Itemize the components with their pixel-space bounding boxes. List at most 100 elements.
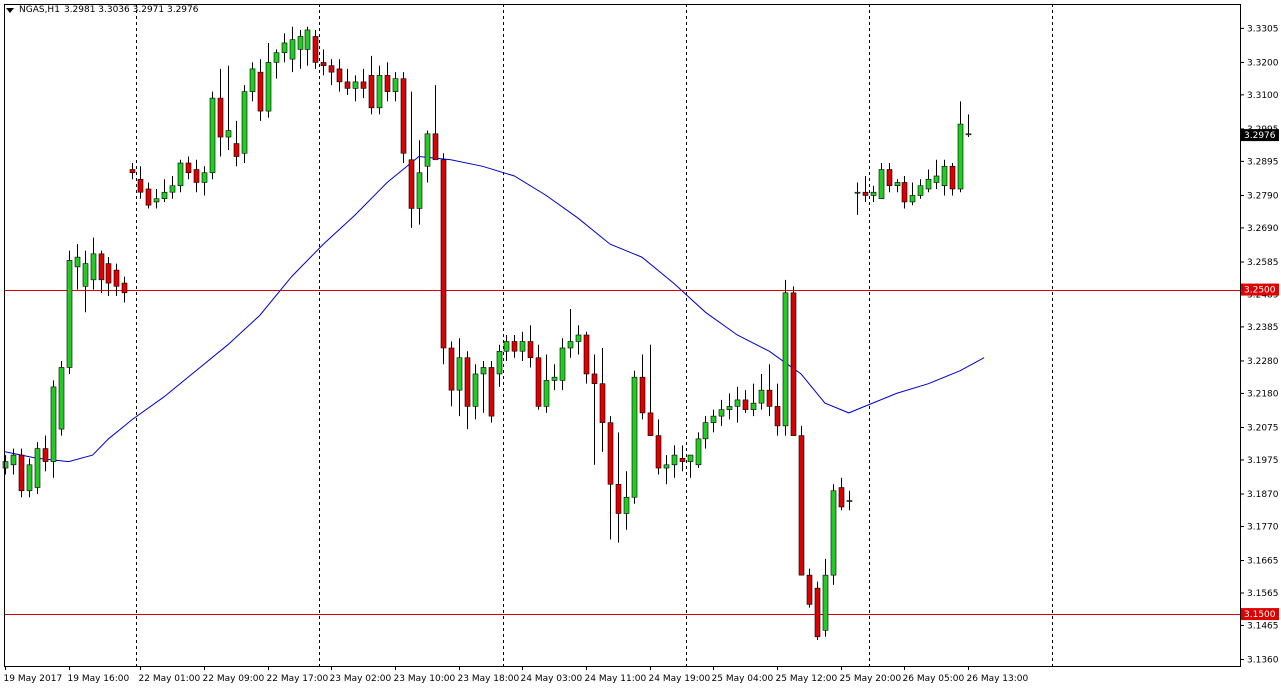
candle (543, 354, 550, 413)
candle (281, 33, 288, 63)
bull-candle-body (456, 357, 463, 391)
bear-candle-body (814, 587, 821, 638)
candle (472, 364, 479, 420)
candle (909, 182, 916, 206)
bull-candle-body (695, 438, 702, 466)
candle (82, 250, 89, 313)
candle (185, 156, 192, 180)
bear-candle-body (233, 143, 240, 157)
level-price-tag: 3.2500 (1241, 283, 1279, 296)
candlestick-series (2, 26, 972, 641)
y-tick-label: 3.1465 (1247, 621, 1279, 631)
moving-average-line (4, 155, 985, 463)
bull-candle-body (249, 68, 256, 92)
candle (201, 166, 208, 196)
x-tick-label: 25 May 12:00 (776, 674, 838, 684)
bull-candle-body (225, 130, 232, 138)
bear-candle-body (320, 62, 327, 66)
bear-candle-body (886, 169, 893, 187)
candle (209, 91, 216, 180)
bull-candle-body (376, 75, 383, 109)
candle (66, 250, 73, 374)
y-tick-label: 3.2280 (1247, 357, 1279, 367)
bear-candle-body (217, 97, 224, 138)
candle (297, 29, 304, 69)
y-tick-label: 3.1975 (1247, 456, 1279, 466)
candle (679, 445, 686, 472)
bear-candle-body (607, 422, 614, 485)
candle (42, 435, 49, 472)
moving-average-layer (4, 155, 985, 463)
candle (217, 68, 224, 157)
candle (631, 370, 638, 504)
bull-candle-body (925, 178, 932, 190)
candle (742, 390, 749, 413)
bull-candle-body (894, 182, 901, 187)
bull-candle-body (424, 133, 431, 167)
bull-candle-body (58, 367, 65, 430)
level-price-tag: 3.1500 (1241, 608, 1279, 621)
candle (591, 354, 598, 465)
candle (806, 568, 813, 608)
bull-candle-body (687, 454, 694, 462)
candle (257, 59, 264, 121)
current-price-tag-label: 3.2976 (1244, 131, 1276, 141)
candle (782, 279, 789, 436)
bear-candle-body (42, 448, 49, 462)
bull-candle-body (161, 191, 168, 200)
bull-candle-body (265, 62, 272, 112)
candle (758, 373, 765, 410)
candle (575, 325, 582, 355)
bear-candle-body (368, 75, 375, 109)
bear-candle-body (145, 188, 152, 206)
bull-candle-body (878, 169, 885, 200)
candle (862, 175, 869, 202)
bull-candle-body (304, 29, 311, 50)
candle (599, 347, 606, 452)
candle (647, 344, 654, 436)
bull-candle-body (519, 341, 526, 352)
y-tick-label: 3.2180 (1247, 389, 1279, 399)
bear-candle-body (113, 269, 120, 287)
bear-candle-body (527, 341, 534, 359)
price-axis[interactable]: 3.33053.32003.31003.29953.28953.27903.26… (1240, 24, 1279, 666)
candle (416, 140, 423, 225)
candle (161, 179, 168, 202)
bull-candle-body (153, 198, 160, 203)
candle (838, 477, 845, 511)
candle (798, 425, 805, 576)
candle (814, 581, 821, 641)
candle (440, 153, 447, 365)
candle (18, 448, 25, 498)
candle (368, 55, 375, 115)
bear-candle-body (583, 334, 590, 375)
bull-candle-body (846, 500, 853, 502)
bull-candle-body (50, 386, 57, 462)
bear-candle-body (464, 357, 471, 407)
bear-candle-body (360, 81, 367, 89)
bear-candle-body (535, 357, 542, 407)
bull-candle-body (941, 165, 948, 187)
bull-candle-body (34, 448, 41, 488)
candle (432, 85, 439, 161)
candle (233, 120, 240, 167)
bull-candle-body (663, 464, 670, 469)
candle (384, 62, 391, 102)
y-tick-label: 3.1360 (1247, 656, 1279, 666)
bear-candle-body (121, 282, 128, 294)
candle (519, 331, 526, 361)
candle (607, 416, 614, 540)
bear-candle-body (615, 483, 622, 514)
bull-candle-body (26, 464, 33, 492)
bear-candle-body (193, 169, 200, 183)
time-axis[interactable]: 19 May 2017 19 May 16:00 22 May 01:00 22 Ma… (4, 666, 1029, 684)
dropdown-triangle-icon[interactable] (6, 7, 14, 13)
bull-candle-body (66, 260, 73, 368)
candle (448, 341, 455, 407)
y-tick-label: 3.1565 (1247, 589, 1279, 599)
bull-candle-body (281, 42, 288, 53)
y-tick-label: 3.1870 (1247, 490, 1279, 500)
bull-candle-body (543, 380, 550, 407)
bull-candle-body (472, 373, 479, 407)
